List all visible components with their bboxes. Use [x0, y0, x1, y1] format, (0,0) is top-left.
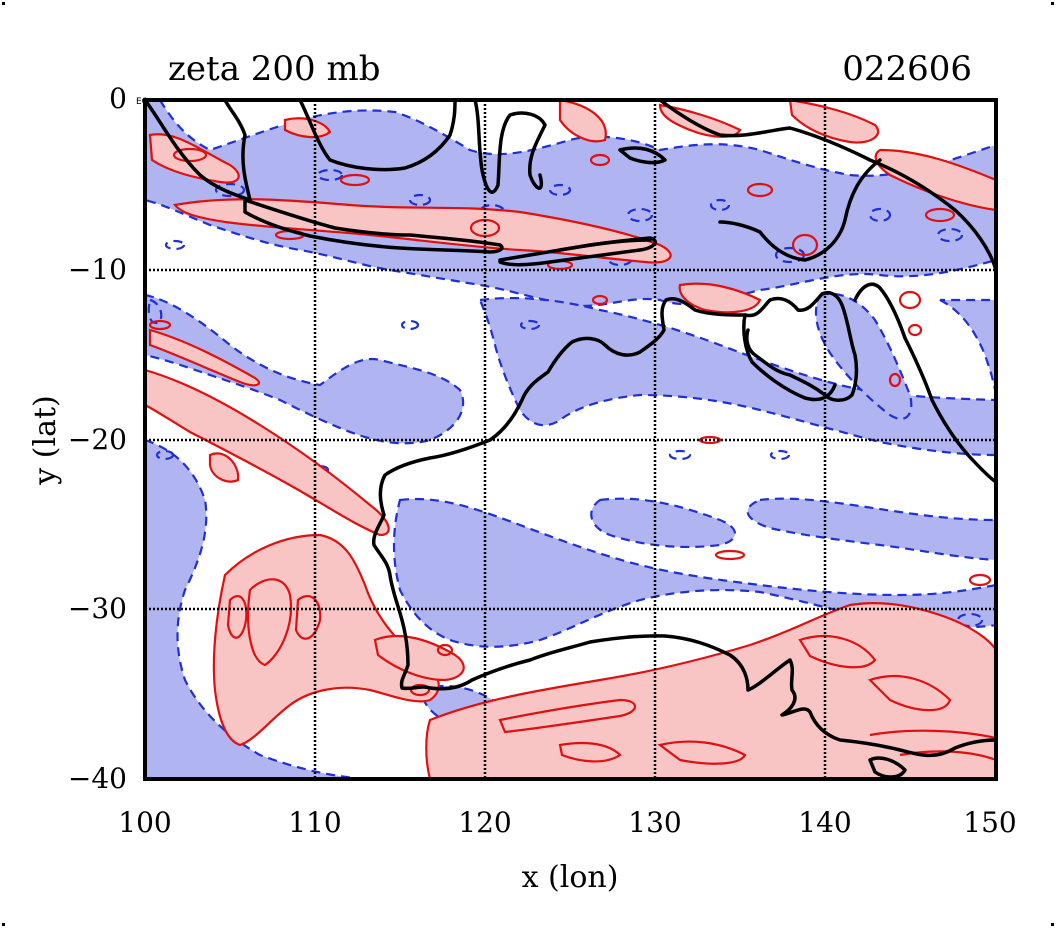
pos-contour [869, 729, 996, 740]
pos-contour [436, 643, 454, 657]
pos-contour [247, 578, 293, 667]
coastline [145, 100, 996, 779]
corner-dot [1051, 923, 1054, 926]
coastline-borneo [298, 100, 457, 172]
neg-region [815, 292, 913, 420]
pos-contour [409, 683, 431, 697]
coastline-sulawesi [473, 100, 547, 194]
coastline-new-guinea [658, 100, 996, 272]
plot-frame [143, 98, 998, 781]
x-tick-labels: 100 110 120 130 140 150 [118, 806, 1016, 839]
x-tick-label: 150 [963, 806, 1016, 839]
neg-region [145, 293, 465, 445]
neg-contour [316, 168, 344, 182]
pos-contour [226, 595, 248, 639]
pos-region [788, 100, 880, 144]
pos-contour [968, 573, 992, 587]
pos-contour [294, 595, 322, 640]
pos-region [212, 533, 440, 747]
pos-contour [907, 323, 923, 337]
y-tick-labels: 0 −10 −20 −30 −40 [68, 82, 127, 795]
coastline-halmahera [618, 146, 667, 165]
y-tick-label: −40 [68, 762, 127, 795]
pos-region [373, 634, 465, 682]
map-title: zeta 200 mb [168, 49, 380, 89]
x-tick-label: 120 [458, 806, 511, 839]
y-axis-title: y (lat) [28, 395, 63, 485]
neg-contour [626, 207, 654, 223]
neg-contour [408, 193, 432, 207]
pos-contour [898, 290, 922, 310]
y-tick-label: −10 [68, 253, 127, 286]
pos-contour [558, 741, 622, 763]
pos-region [145, 368, 390, 537]
pos-contour [714, 549, 746, 561]
map-date-code: 022606 [842, 49, 972, 89]
corner-dot [1051, 2, 1054, 5]
pos-contour [498, 698, 637, 734]
pos-contour [746, 182, 774, 198]
pos-contour [657, 740, 747, 765]
pos-contour [172, 147, 208, 163]
pos-contour [591, 294, 609, 306]
neg-contour [214, 182, 246, 198]
neg-region [147, 298, 163, 325]
x-tick-label: 100 [118, 806, 171, 839]
neg-contour [769, 449, 791, 461]
neg-contour [400, 319, 420, 331]
y-tick-label: −20 [68, 423, 127, 456]
neg-contour [709, 198, 731, 212]
pos-region [148, 133, 240, 184]
neg-contour [956, 612, 984, 628]
y-tick-label: −30 [68, 592, 127, 625]
neg-contour [519, 319, 541, 331]
coastline-tasmania [868, 756, 907, 779]
x-tick-label: 130 [628, 806, 681, 839]
corner-dot [2, 2, 5, 5]
x-tick-label: 140 [798, 806, 851, 839]
x-tick-label: 110 [288, 806, 341, 839]
neg-region [746, 497, 996, 562]
neg-contour [548, 183, 572, 197]
positive-contour-lines [148, 147, 996, 765]
x-axis-title: x (lon) [522, 860, 619, 895]
neg-contour [868, 207, 892, 223]
pos-contour [791, 233, 819, 257]
neg-contour [155, 449, 175, 461]
graticule [145, 100, 996, 779]
pos-region [558, 100, 607, 143]
pos-region [173, 198, 672, 264]
pos-contour [798, 635, 877, 669]
positive-vorticity-regions [145, 100, 996, 779]
pos-contour [589, 153, 611, 167]
equator-tag: EQ [136, 97, 149, 107]
pos-contour [339, 173, 371, 187]
pos-region [148, 328, 261, 387]
neg-contour [164, 239, 186, 251]
pos-region [678, 282, 762, 314]
pos-region [208, 452, 240, 483]
neg-region [939, 298, 996, 401]
pos-region [283, 117, 332, 139]
neg-contour [668, 449, 692, 461]
neg-region [590, 497, 737, 549]
coastline-gulf-carpentaria [742, 313, 837, 402]
neg-contour [936, 227, 964, 243]
pos-contour [924, 207, 956, 223]
neg-region [478, 296, 996, 457]
pos-contour [888, 372, 902, 388]
coastline-timor [558, 238, 652, 252]
corner-dot [2, 923, 5, 926]
pos-contour [698, 435, 722, 445]
y-tick-label: 0 [109, 82, 127, 115]
pos-contour [867, 675, 952, 712]
pos-contour [148, 319, 172, 331]
neg-region [145, 438, 371, 779]
